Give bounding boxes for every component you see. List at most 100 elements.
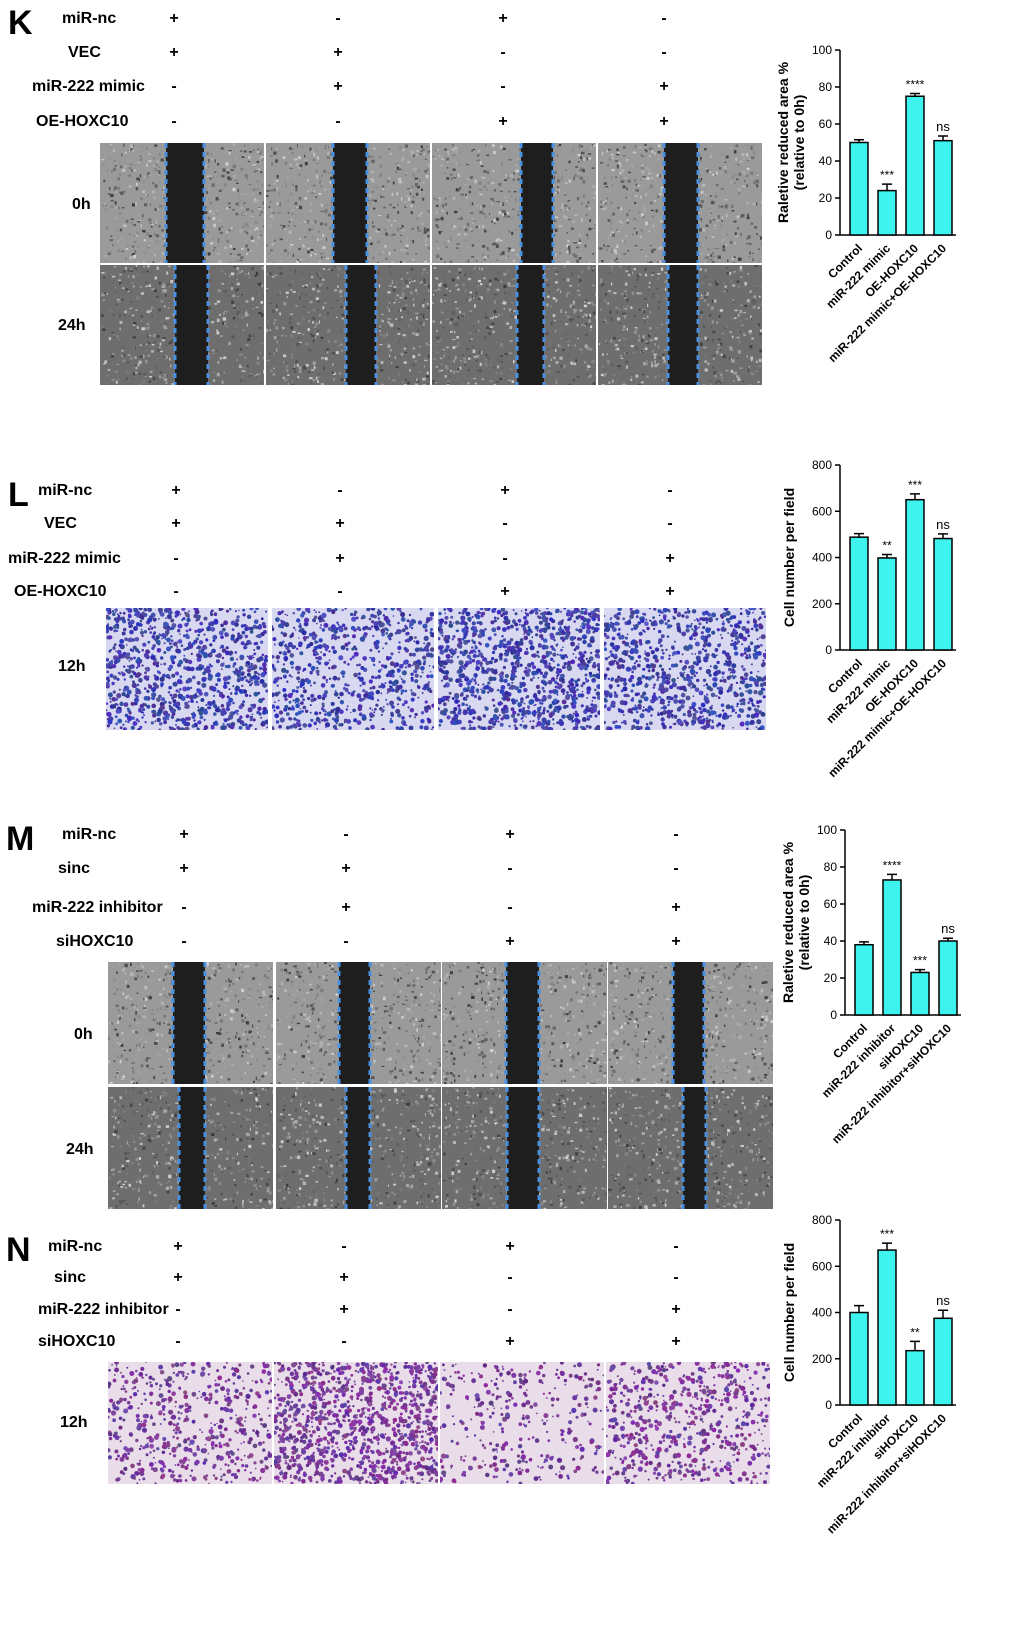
bar [933,1317,953,1406]
wound-healing-image [266,143,430,263]
time-label: 24h [66,1141,94,1158]
wound-healing-image [608,1087,773,1209]
wound-healing-image [276,962,441,1084]
condition-label: miR-nc [62,10,117,27]
wound-healing-image [432,143,596,263]
y-axis-label: Raletive reduced area %(relative to 0h) [780,841,812,1003]
panel-letter: L [8,476,29,514]
condition-sign: + [169,10,179,27]
condition-sign: + [333,78,343,95]
significance-label: *** [913,954,927,968]
y-tick-label: 800 [812,1213,832,1227]
condition-label: sinc [54,1269,87,1286]
significance-label: ns [936,517,950,532]
condition-sign: - [343,933,349,950]
error-bar [887,873,897,880]
condition-label: siHOXC10 [38,1333,116,1350]
condition-label: sinc [58,860,91,877]
condition-sign: + [333,44,343,61]
condition-sign: - [507,899,513,916]
condition-sign: + [171,482,181,499]
panel-letter: K [8,4,33,42]
condition-sign: + [179,860,189,877]
transwell-image [604,608,766,730]
y-tick-label: 20 [819,191,833,205]
bar [849,536,869,651]
condition-sign: - [500,78,506,95]
y-tick-label: 80 [824,860,838,874]
condition-sign: + [179,826,189,843]
y-tick-label: 200 [812,1352,832,1366]
bar [877,557,897,651]
significance-label: ** [910,1325,920,1339]
bar [910,971,930,1016]
y-tick-label: 0 [825,228,832,242]
y-tick-label: 100 [817,823,837,837]
condition-sign: + [671,1333,681,1350]
wound-healing-image [598,143,762,263]
error-bar [882,553,892,558]
condition-label: miR-222 mimic [32,78,145,95]
transwell-image [606,1362,770,1484]
condition-sign: - [502,515,508,532]
condition-sign: + [505,1333,515,1350]
error-bar [938,1309,948,1319]
condition-sign: - [507,860,513,877]
condition-sign: - [661,44,667,61]
error-bar [882,183,892,191]
panel-letter: N [6,1231,31,1269]
wound-healing-image [266,265,430,385]
error-bar [854,1304,864,1313]
transwell-image [108,1362,272,1484]
significance-label: ** [882,538,892,552]
transwell-image [274,1362,438,1484]
y-tick-label: 40 [824,934,838,948]
condition-sign: + [671,899,681,916]
wound-healing-image [432,265,596,385]
condition-label: OE-HOXC10 [36,113,129,130]
condition-sign: - [673,826,679,843]
bar-chart: Raletive reduced area %(relative to 0h) 0… [780,823,961,1146]
condition-sign: + [169,44,179,61]
condition-sign: - [673,1238,679,1255]
condition-label: miR-222 inhibitor [32,899,163,916]
wound-healing-image [598,265,762,385]
y-tick-label: 80 [819,80,833,94]
bar [849,1311,869,1406]
significance-label: *** [880,1227,894,1241]
condition-sign: - [175,1301,181,1318]
y-tick-label: 100 [812,43,832,57]
condition-sign: - [337,482,343,499]
error-bar [910,92,920,97]
condition-sign: + [665,583,675,600]
error-bar [938,533,948,539]
error-bar [938,135,948,141]
error-bar [854,138,864,143]
condition-sign: + [500,583,510,600]
transwell-image [440,1362,604,1484]
bar [854,943,874,1016]
condition-sign: - [181,933,187,950]
wound-healing-image [108,1087,273,1209]
condition-sign: + [339,1301,349,1318]
condition-sign: + [335,550,345,567]
bar [882,879,902,1016]
y-tick-label: 400 [812,1306,832,1320]
error-bar [910,1340,920,1351]
condition-sign: + [498,113,508,130]
time-label: 0h [72,196,91,213]
condition-sign: + [341,899,351,916]
error-bar [854,532,864,538]
y-tick-label: 600 [812,504,832,518]
condition-label: miR-nc [38,482,93,499]
condition-sign: - [502,550,508,567]
bar-chart: Raletive reduced area %(relative to 0h) 0… [775,43,956,365]
condition-sign: - [507,1301,513,1318]
condition-sign: + [505,826,515,843]
time-label: 12h [60,1414,88,1431]
condition-label: miR-222 mimic [8,550,121,567]
wound-healing-image [100,265,264,385]
time-label: 24h [58,317,86,334]
y-tick-label: 60 [824,897,838,911]
